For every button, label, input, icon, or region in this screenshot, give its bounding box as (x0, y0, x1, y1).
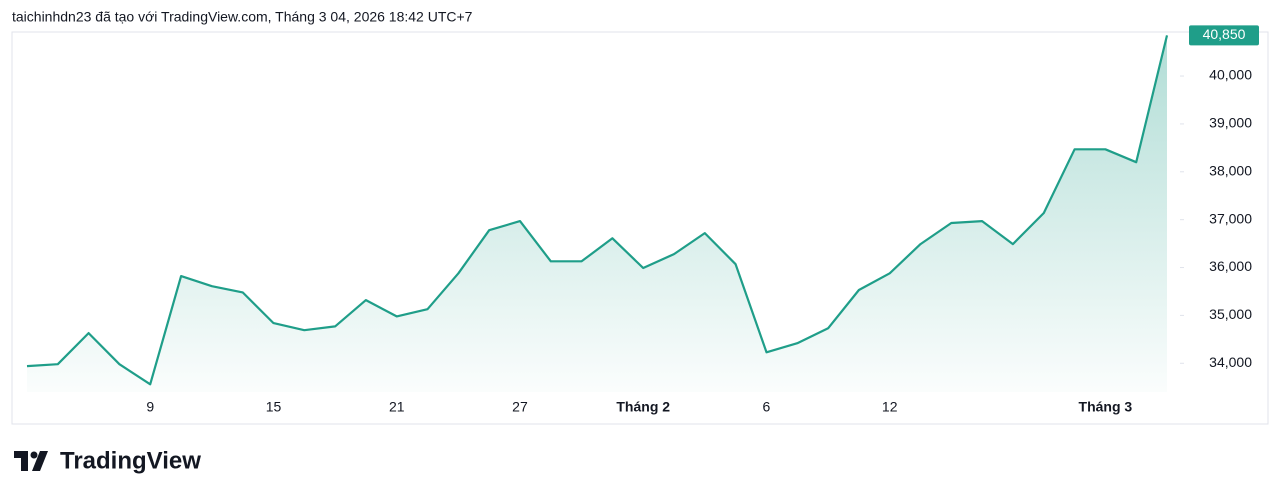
last-price-badge (1189, 25, 1259, 46)
chart-title: taichinhdn23 đã tạo với TradingView.com,… (12, 9, 473, 25)
y-tick-label: 35,000 (1209, 306, 1252, 322)
y-tick-label: 37,000 (1209, 210, 1252, 226)
y-tick-label: 36,000 (1209, 258, 1252, 274)
x-tick-label: 27 (512, 399, 528, 415)
y-tick-label: 40,000 (1209, 67, 1252, 83)
x-tick-label: 12 (882, 399, 898, 415)
x-tick-label: 6 (763, 399, 771, 415)
y-tick-label: 38,000 (1209, 162, 1252, 178)
area (27, 35, 1167, 393)
last-price-label: 40,850 (1203, 26, 1246, 42)
brand-name: TradingView (60, 447, 201, 474)
x-tick-label: 9 (146, 399, 154, 415)
line (26, 35, 1169, 386)
chart-frame (11, 31, 1269, 425)
x-tick-label: Tháng 3 (1079, 399, 1133, 415)
brand-logo (14, 451, 48, 471)
x-tick-label: 21 (389, 399, 405, 415)
x-tick-label: 15 (266, 399, 282, 415)
x-tick-label: Tháng 2 (616, 399, 670, 415)
y-tick-label: 39,000 (1209, 115, 1252, 131)
y-tick-label: 34,000 (1209, 354, 1252, 370)
